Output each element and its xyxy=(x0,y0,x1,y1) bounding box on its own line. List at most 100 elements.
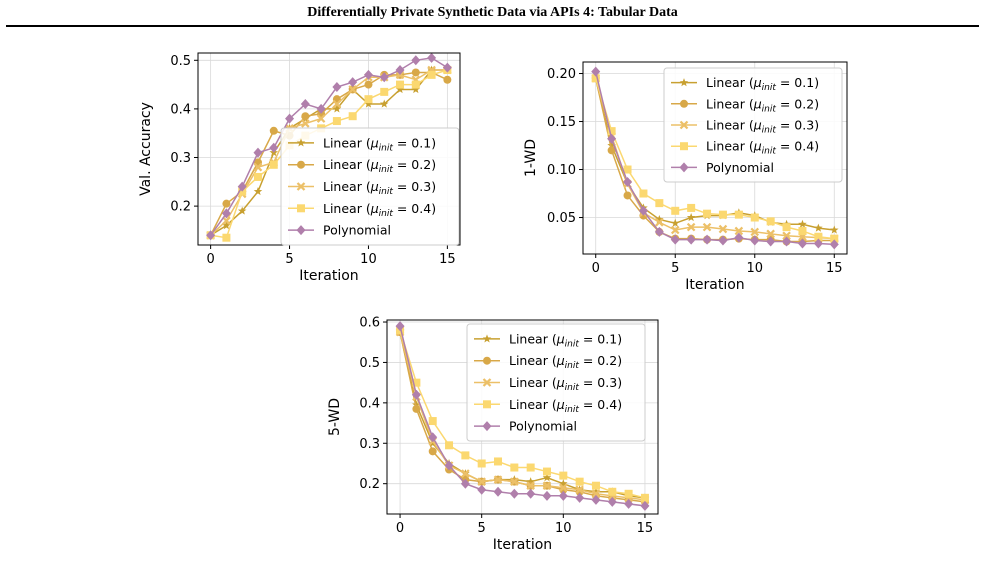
series-line xyxy=(210,69,448,236)
y-tick-label: 0.5 xyxy=(170,54,191,69)
series-line xyxy=(210,69,448,236)
x-tick-label: 5 xyxy=(478,521,486,536)
data-point xyxy=(222,199,231,208)
data-point xyxy=(798,219,807,228)
legend-marker xyxy=(296,138,306,147)
data-point xyxy=(364,80,373,89)
data-point xyxy=(686,222,696,232)
legend-label: Linear (μinit = 0.4) xyxy=(706,139,819,157)
data-point xyxy=(655,214,664,224)
data-point xyxy=(623,165,632,174)
legend-marker xyxy=(483,400,491,409)
data-point xyxy=(477,459,486,468)
data-point xyxy=(686,234,696,245)
legend-marker xyxy=(297,160,305,169)
data-point xyxy=(428,432,438,443)
data-point xyxy=(655,199,664,208)
data-point xyxy=(591,481,600,490)
data-point xyxy=(814,232,823,241)
plot-frame xyxy=(582,61,848,255)
data-point xyxy=(300,99,310,110)
legend-label: Linear (μinit = 0.2) xyxy=(706,96,819,114)
data-point xyxy=(750,213,759,222)
data-point xyxy=(395,84,405,94)
legend-item: Linear (μinit = 0.1) xyxy=(474,331,622,349)
data-point xyxy=(654,226,664,237)
data-point xyxy=(670,234,680,245)
data-point xyxy=(702,222,712,232)
data-point xyxy=(411,84,421,94)
x-tick-label: 5 xyxy=(671,261,679,276)
y-tick-label: 0.2 xyxy=(170,200,191,215)
data-point xyxy=(591,494,601,505)
data-point xyxy=(412,400,421,409)
legend-marker xyxy=(680,99,688,108)
data-point xyxy=(624,498,634,509)
x-tick-label: 0 xyxy=(206,252,214,267)
x-tick-label: 10 xyxy=(555,521,572,536)
series-line xyxy=(594,71,835,246)
data-point xyxy=(461,469,470,478)
data-point xyxy=(477,477,486,486)
series-5 xyxy=(591,66,839,250)
data-point xyxy=(591,66,601,77)
series-line xyxy=(399,331,646,501)
x-axis-label: Iteration xyxy=(493,537,552,553)
y-tick-label: 0.6 xyxy=(359,316,380,331)
data-point xyxy=(316,114,326,123)
plot-frame xyxy=(386,319,659,515)
x-tick-label: 0 xyxy=(396,521,404,536)
data-point xyxy=(411,68,420,77)
legend-label: Linear (μinit = 0.3) xyxy=(323,179,436,197)
data-point xyxy=(687,203,696,212)
data-point xyxy=(750,227,760,237)
legend-marker xyxy=(296,182,306,191)
page-header: Differentially Private Synthetic Data vi… xyxy=(0,0,985,30)
data-point xyxy=(607,133,617,144)
legend-item: Linear (μinit = 0.3) xyxy=(288,179,436,197)
legend-item: Polynomial xyxy=(474,419,577,434)
y-tick-label: 0.3 xyxy=(359,437,380,452)
data-point xyxy=(445,441,454,450)
data-point xyxy=(782,236,792,247)
legend: Linear (μinit = 0.1) Linear (μinit = 0.2)… xyxy=(663,67,843,183)
series-line xyxy=(399,329,646,499)
series-line xyxy=(210,69,448,239)
data-point xyxy=(332,117,341,126)
legend-item: Linear (μinit = 0.4) xyxy=(288,201,436,219)
data-point xyxy=(395,65,405,76)
legend: Linear (μinit = 0.1) Linear (μinit = 0.2)… xyxy=(280,127,460,246)
y-axis-label: 5-WD xyxy=(327,398,343,436)
data-point xyxy=(510,463,519,472)
legend-marker xyxy=(679,120,689,130)
data-point xyxy=(575,477,584,486)
data-point xyxy=(510,477,519,486)
data-point xyxy=(766,217,775,226)
series-line xyxy=(594,78,835,240)
legend-label: Polynomial xyxy=(509,419,577,434)
y-tick-label: 0.4 xyxy=(170,102,191,117)
legend: Linear (μinit = 0.1) Linear (μinit = 0.2)… xyxy=(466,323,646,442)
data-point xyxy=(766,236,776,247)
data-point xyxy=(411,80,420,89)
data-point xyxy=(624,489,633,498)
data-point xyxy=(269,142,279,153)
x-axis-label: Iteration xyxy=(299,268,358,284)
data-point xyxy=(607,127,616,136)
data-point xyxy=(396,80,405,89)
legend-item: Linear (μinit = 0.2) xyxy=(288,157,436,175)
x-tick-label: 15 xyxy=(637,521,654,536)
data-point xyxy=(461,451,470,460)
data-point xyxy=(364,95,373,104)
data-point xyxy=(253,162,263,172)
legend-label: Polynomial xyxy=(706,160,774,175)
data-point xyxy=(379,99,389,108)
data-point xyxy=(829,239,839,250)
data-point xyxy=(428,447,437,456)
legend-item: Linear (μinit = 0.4) xyxy=(671,139,819,157)
page-title: Differentially Private Synthetic Data vi… xyxy=(307,5,678,20)
data-point xyxy=(269,160,278,169)
data-point xyxy=(427,52,437,63)
data-point xyxy=(237,206,247,215)
